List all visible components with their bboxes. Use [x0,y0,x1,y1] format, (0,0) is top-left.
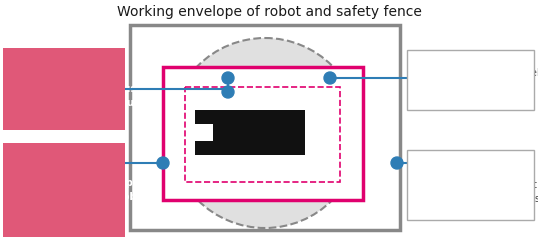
Circle shape [222,72,234,84]
Text: Working envelope of
robot with limits set using
the robot monitoring unit: Working envelope of robot with limits se… [8,70,154,108]
Circle shape [222,86,234,98]
FancyBboxPatch shape [407,50,534,110]
Circle shape [324,72,336,84]
Text: Conventional safety
guard fence when robot
monitoring unit is not used: Conventional safety guard fence when rob… [412,166,538,204]
Circle shape [391,157,403,169]
Polygon shape [195,110,305,155]
FancyBboxPatch shape [407,150,534,220]
FancyBboxPatch shape [130,25,400,230]
FancyBboxPatch shape [3,143,125,237]
Ellipse shape [170,38,360,228]
Text: Maximum working envelope
of robot: Maximum working envelope of robot [412,68,538,92]
Circle shape [157,157,169,169]
Text: Working envelope of robot and safety fence: Working envelope of robot and safety fen… [117,5,421,19]
Text: Safety guard fence
when working envelope
limits set using the robot
monitoring u: Safety guard fence when working envelope… [8,164,148,216]
FancyBboxPatch shape [163,67,363,200]
FancyBboxPatch shape [3,48,125,130]
